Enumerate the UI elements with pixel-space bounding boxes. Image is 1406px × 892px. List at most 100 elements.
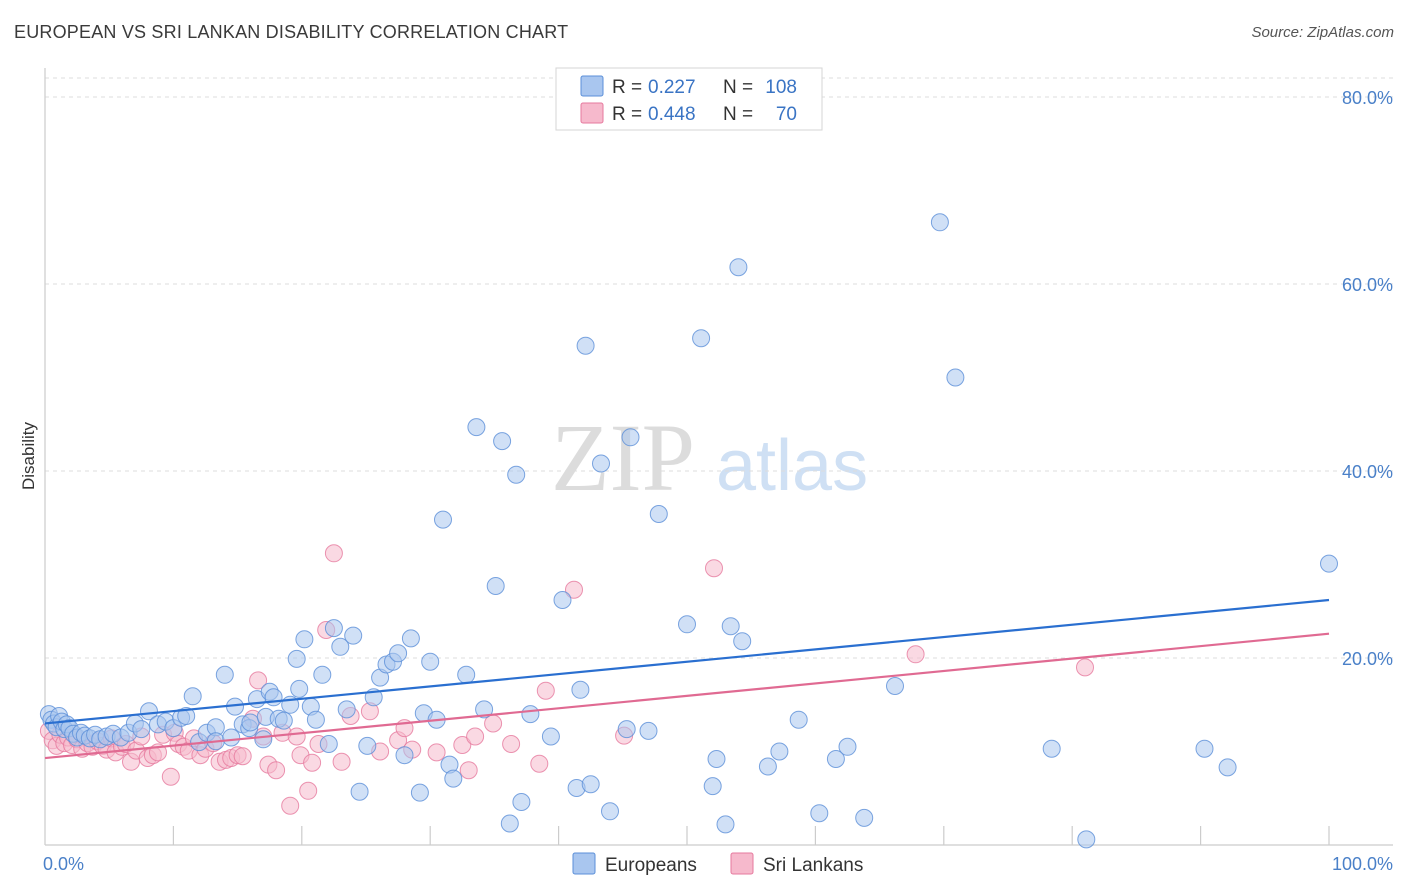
- europeans-point: [444, 769, 463, 788]
- europeans-point: [306, 710, 325, 729]
- sri-lankans-point: [459, 761, 478, 780]
- europeans-point: [215, 665, 234, 684]
- europeans-point: [410, 783, 429, 802]
- europeans-point: [716, 815, 735, 834]
- europeans-point: [290, 679, 309, 698]
- europeans-point: [401, 629, 420, 648]
- sri-lankans-point: [906, 645, 925, 664]
- europeans-point: [434, 510, 452, 529]
- europeans-point: [826, 750, 845, 768]
- europeans-point: [678, 615, 696, 634]
- europeans-point: [838, 737, 857, 756]
- europeans-point: [389, 644, 408, 663]
- series-legend: Europeans Sri Lankans: [572, 852, 863, 876]
- europeans-point: [486, 577, 505, 595]
- europeans-point: [222, 728, 241, 747]
- europeans-point: [729, 258, 748, 277]
- legend-n-value-sri-lankans: 70: [776, 104, 797, 125]
- watermark-atlas: atlas: [716, 426, 868, 506]
- y-tick-label-80: 80.0%: [1342, 88, 1393, 108]
- europeans-point: [639, 721, 658, 740]
- europeans-point: [855, 808, 874, 827]
- europeans-point: [571, 680, 590, 699]
- europeans-point: [457, 665, 476, 684]
- europeans-point: [946, 368, 965, 387]
- europeans-point: [886, 677, 904, 695]
- europeans-point: [758, 757, 777, 776]
- europeans-point: [703, 777, 722, 796]
- europeans-point: [770, 742, 789, 761]
- europeans-point: [1077, 830, 1096, 849]
- europeans-point: [581, 775, 600, 794]
- europeans-point: [592, 454, 610, 473]
- sri-lankans-point: [281, 796, 300, 815]
- legend-swatch-europeans: [580, 75, 604, 97]
- europeans-point: [344, 626, 363, 645]
- sri-lankans-point: [705, 559, 723, 578]
- legend-n-value-europeans: 108: [765, 77, 797, 98]
- europeans-point: [721, 617, 740, 636]
- europeans-point: [553, 591, 572, 609]
- europeans-point: [521, 705, 540, 724]
- sri-lankans-point: [427, 743, 446, 762]
- sri-lankans-point: [332, 752, 351, 771]
- europeans-point: [132, 720, 151, 739]
- x-tick-label-max: 100.0%: [1332, 854, 1393, 874]
- watermark-zip: ZIP: [551, 404, 695, 511]
- source-label: Source: ZipAtlas.com: [1251, 24, 1394, 41]
- europeans-point: [183, 687, 202, 706]
- sri-lankans-point: [287, 727, 306, 746]
- bottom-legend-swatch-sri-lankans: [730, 852, 754, 875]
- europeans-point: [274, 711, 293, 730]
- sri-lankans-point: [161, 767, 180, 786]
- europeans-point: [241, 713, 260, 732]
- europeans-point: [493, 432, 512, 451]
- chart-title: EUROPEAN VS SRI LANKAN DISABILITY CORREL…: [14, 22, 569, 42]
- sri-lankans-point: [502, 735, 521, 753]
- europeans-point: [295, 630, 314, 649]
- trend-line-sri-lankans: [44, 632, 1330, 760]
- europeans-point: [707, 750, 726, 768]
- bottom-legend-label-sri-lankans: Sri Lankans: [763, 855, 863, 876]
- europeans-point: [421, 652, 440, 671]
- legend-n-label-sri-lankans: N =: [723, 104, 753, 125]
- sri-lankans-point: [466, 727, 485, 746]
- europeans-point: [789, 710, 808, 729]
- y-tick-labels: 20.0% 40.0% 60.0% 80.0%: [1342, 88, 1393, 669]
- watermark: ZIP atlas: [551, 404, 868, 511]
- europeans-point: [358, 736, 377, 755]
- legend-r-value-europeans: 0.227: [648, 77, 696, 98]
- y-axis-label: Disability: [19, 421, 38, 490]
- legend-r-label-europeans: R =: [612, 77, 642, 98]
- legend-swatch-sri-lankans: [580, 102, 604, 124]
- europeans-point: [576, 336, 595, 355]
- x-tick-label-min: 0.0%: [43, 854, 84, 874]
- trend-line-europeans: [44, 598, 1330, 725]
- sri-lankans-point: [303, 753, 322, 772]
- europeans-point: [1320, 554, 1338, 573]
- europeans-point: [541, 727, 560, 746]
- europeans-point: [177, 707, 196, 725]
- europeans-point: [475, 700, 494, 719]
- legend-n-label-europeans: N =: [723, 77, 753, 98]
- europeans-point: [1195, 739, 1214, 758]
- europeans-point: [1218, 758, 1237, 777]
- europeans-point: [324, 619, 343, 638]
- sri-lankans-point: [233, 747, 252, 766]
- europeans-point: [331, 637, 350, 656]
- europeans-point: [337, 700, 356, 719]
- europeans-point: [287, 649, 306, 668]
- europeans-point: [601, 802, 619, 821]
- sri-lankans-point: [1076, 658, 1094, 677]
- sri-lankans-point: [299, 781, 318, 800]
- sri-lankans-point: [267, 761, 286, 780]
- europeans-point: [512, 793, 531, 811]
- europeans-point: [810, 804, 829, 823]
- legend-r-label-sri-lankans: R =: [612, 104, 642, 125]
- sri-lankans-point: [249, 671, 268, 690]
- europeans-point: [1042, 739, 1061, 758]
- x-tick-marks: [172, 826, 1330, 845]
- europeans-point: [140, 702, 158, 721]
- europeans-point: [692, 329, 711, 348]
